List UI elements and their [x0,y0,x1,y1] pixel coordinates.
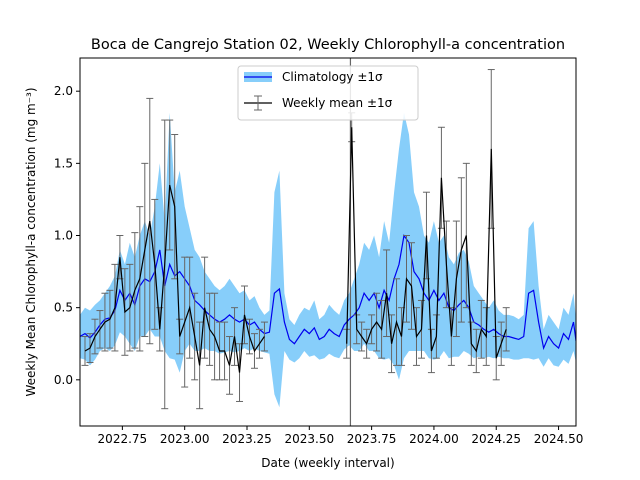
x-tick-label: 2023.00 [160,432,210,446]
y-tick-label: 0.5 [54,301,73,315]
x-tick-label: 2023.25 [222,432,272,446]
legend-label-weekly: Weekly mean ±1σ [282,96,393,110]
legend: Climatology ±1σ Weekly mean ±1σ [237,65,419,121]
axes: 2022.75 2023.00 2023.25 2023.50 2023.75 2024.… [54,57,584,446]
x-tick-label: 2022.75 [98,432,148,446]
y-axis-label: Weekly Mean Chlorophyll-a concentration … [24,87,38,396]
legend-frame [237,65,419,121]
axes-frame [79,57,577,427]
y-tick-label: 1.5 [54,156,73,170]
chart-title: Boca de Cangrejo Station 02, Weekly Chlo… [91,37,565,53]
weekly-mean-line [346,127,507,359]
x-tick-label: 2024.00 [409,432,459,446]
plot-content [80,58,576,426]
plot-area [80,58,576,426]
x-tick-label: 2023.50 [284,432,334,446]
y-tick-label: 0.0 [54,373,73,387]
weekly-mean-line [84,184,265,373]
x-axis-label: Date (weekly interval) [261,456,394,470]
y-tick-label: 2.0 [54,84,73,98]
y-tick-label: 1.0 [54,229,73,243]
x-tick-label: 2023.75 [347,432,397,446]
x-tick-label: 2024.25 [471,432,521,446]
legend-label-climatology: Climatology ±1σ [282,70,383,84]
x-tick-label: 2024.50 [534,432,584,446]
